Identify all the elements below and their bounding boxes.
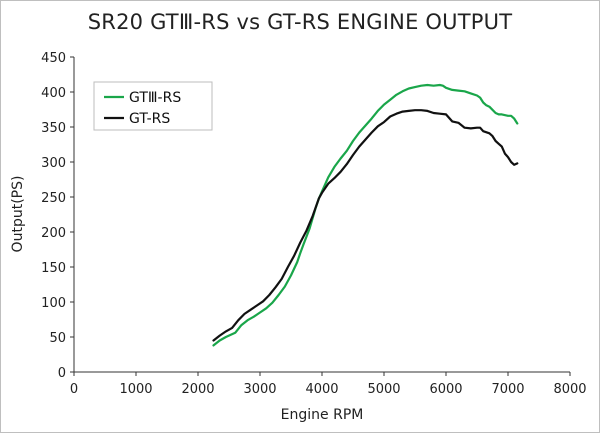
- y-tick-label: 50: [49, 331, 66, 346]
- x-tick-label: 0: [70, 382, 78, 397]
- y-tick-label: 300: [41, 156, 66, 171]
- legend-label: GTⅢ-RS: [129, 90, 181, 106]
- y-axis-label: Output(PS): [10, 176, 26, 253]
- axes: 0 50 100 150 200 250 300 350 400 450 0 1000 2000 3000…: [41, 51, 586, 397]
- x-tick-label: 7000: [491, 382, 524, 397]
- y-tick-label: 150: [41, 261, 66, 276]
- y-tick-label: 250: [41, 191, 66, 206]
- chart-title: SR20 GTⅢ-RS vs GT-RS ENGINE OUTPUT: [87, 10, 513, 34]
- x-axis-label: Engine RPM: [281, 407, 364, 423]
- series-line-gt3-rs: [212, 83, 519, 347]
- y-tick-label: 100: [41, 296, 66, 311]
- y-tick-label: 400: [41, 86, 66, 101]
- legend-label: GT-RS: [129, 111, 170, 127]
- x-tick-label: 3000: [243, 382, 276, 397]
- x-tick-label: 4000: [305, 382, 338, 397]
- legend: GTⅢ-RS GT-RS: [93, 81, 213, 131]
- series-line-gt-rs: [212, 109, 519, 342]
- y-tick-label: 450: [41, 51, 66, 66]
- series-layer: [212, 83, 519, 347]
- x-tick-label: 5000: [367, 382, 400, 397]
- legend-box: [93, 81, 213, 131]
- y-tick-label: 350: [41, 121, 66, 136]
- x-tick-label: 6000: [429, 382, 462, 397]
- x-tick-label: 1000: [119, 382, 152, 397]
- x-tick-label: 8000: [553, 382, 586, 397]
- x-tick-label: 2000: [181, 382, 214, 397]
- y-tick-label: 200: [41, 226, 66, 241]
- y-tick-label: 0: [58, 366, 66, 381]
